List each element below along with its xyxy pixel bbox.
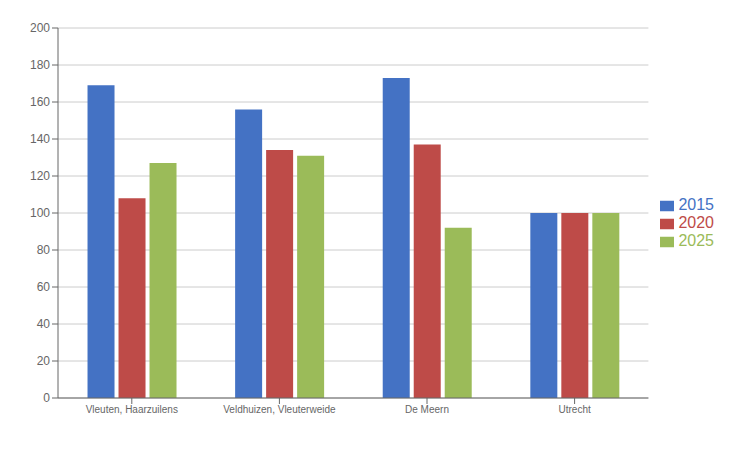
- svg-text:0: 0: [43, 391, 50, 405]
- svg-text:180: 180: [30, 58, 50, 72]
- html-text:2020: 2020: [678, 214, 714, 231]
- svg-text:De Meern: De Meern: [405, 404, 449, 415]
- svg-text:40: 40: [37, 317, 51, 331]
- svg-text:20: 20: [37, 354, 51, 368]
- svg-text:Veldhuizen, Vleuterweide: Veldhuizen, Vleuterweide: [223, 404, 336, 415]
- svg-text:160: 160: [30, 95, 50, 109]
- svg-text:Utrecht: Utrecht: [558, 404, 590, 415]
- svg-text:140: 140: [30, 132, 50, 146]
- svg-text:80: 80: [37, 243, 51, 257]
- svg-text:200: 200: [30, 21, 50, 35]
- html-text:2025: 2025: [678, 232, 714, 249]
- html-text:2015: 2015: [678, 196, 714, 213]
- svg-text:100: 100: [30, 206, 50, 220]
- svg-text:60: 60: [37, 280, 51, 294]
- svg-text:Vleuten, Haarzuilens: Vleuten, Haarzuilens: [86, 404, 178, 415]
- svg-text:120: 120: [30, 169, 50, 183]
